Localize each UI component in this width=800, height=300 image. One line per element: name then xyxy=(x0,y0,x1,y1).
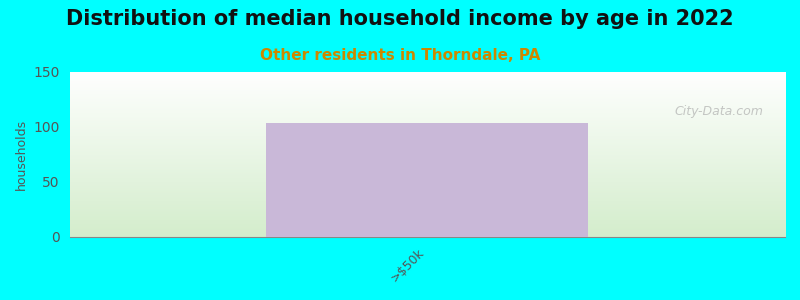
Y-axis label: households: households xyxy=(15,118,28,190)
Text: Distribution of median household income by age in 2022: Distribution of median household income … xyxy=(66,9,734,29)
Text: City-Data.com: City-Data.com xyxy=(674,104,763,118)
Text: Other residents in Thorndale, PA: Other residents in Thorndale, PA xyxy=(260,48,540,63)
Bar xyxy=(266,123,588,237)
